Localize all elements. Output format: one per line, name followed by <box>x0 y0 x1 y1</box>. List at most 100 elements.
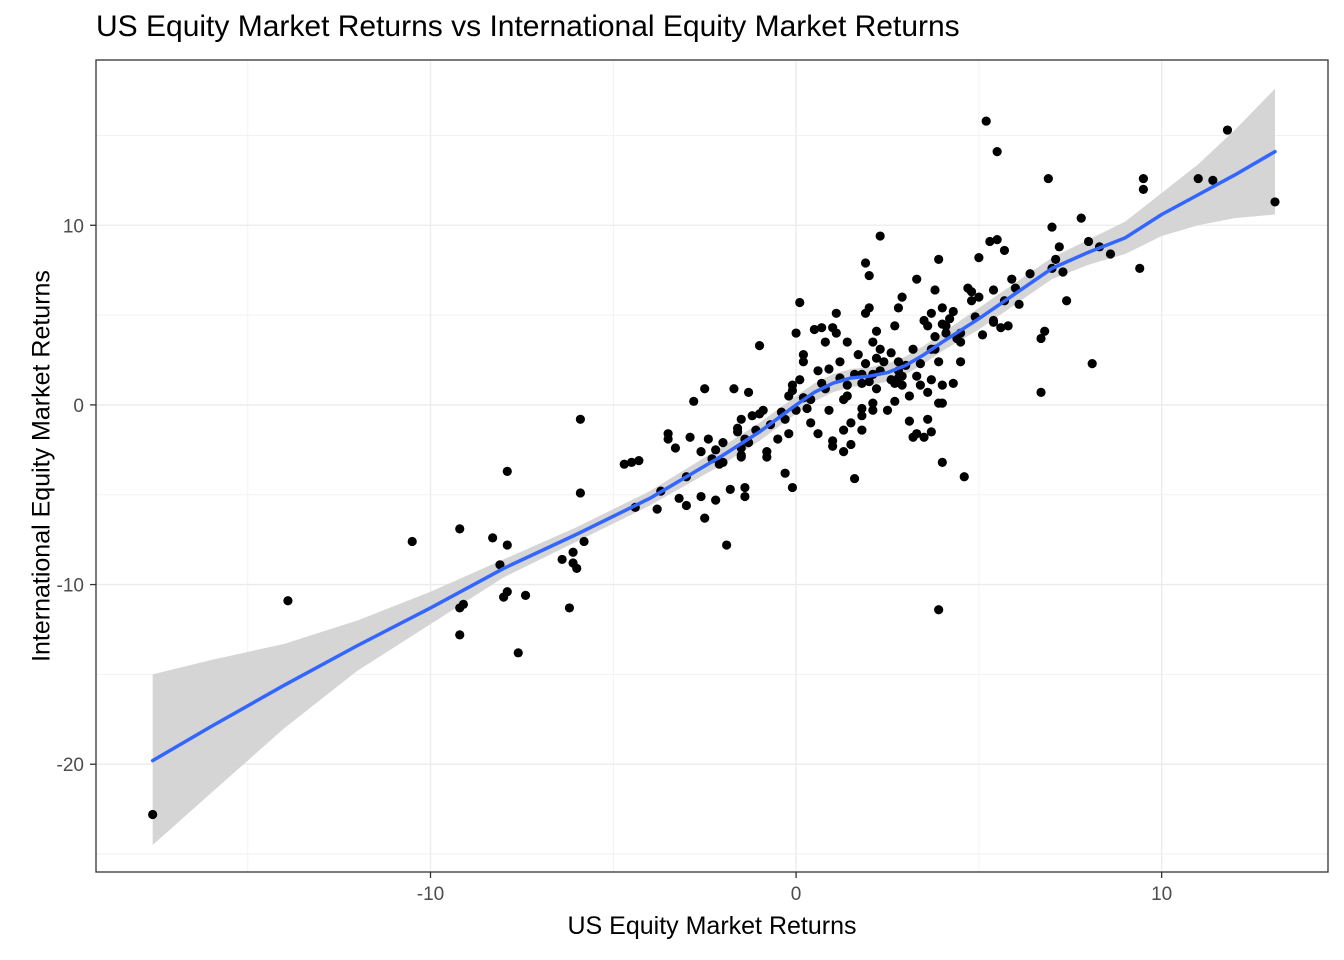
data-point <box>762 447 772 457</box>
data-point <box>1007 274 1017 284</box>
data-point <box>802 403 812 414</box>
data-point <box>711 495 721 505</box>
data-point <box>999 245 1010 256</box>
data-point <box>842 337 852 347</box>
data-point <box>828 441 838 451</box>
data-point <box>495 560 505 570</box>
data-point <box>955 357 966 367</box>
data-point <box>696 491 706 502</box>
x-tick-label: -10 <box>417 884 444 905</box>
data-point <box>945 314 955 324</box>
data-point <box>784 429 794 439</box>
data-point <box>897 292 907 302</box>
data-point <box>955 337 966 347</box>
data-point <box>787 385 798 396</box>
data-point <box>729 384 739 394</box>
data-point <box>846 418 856 428</box>
data-point <box>988 285 999 295</box>
data-point <box>1222 125 1233 135</box>
data-point <box>575 414 585 424</box>
data-point <box>1051 254 1061 265</box>
data-point <box>685 432 695 442</box>
data-point <box>722 540 732 550</box>
data-point <box>502 466 512 476</box>
data-point <box>1193 173 1203 184</box>
x-tick-label: 0 <box>791 884 802 905</box>
data-point <box>831 328 841 338</box>
data-point <box>711 445 721 455</box>
data-point <box>579 536 589 547</box>
data-point <box>966 287 977 297</box>
data-point <box>736 452 746 462</box>
data-point <box>985 236 995 247</box>
data-point <box>904 416 915 426</box>
data-point <box>886 348 896 358</box>
data-point <box>813 366 823 376</box>
data-point <box>948 378 958 388</box>
data-point <box>974 292 984 302</box>
data-point <box>908 344 918 354</box>
data-point <box>890 321 900 331</box>
data-point <box>809 324 819 335</box>
data-point <box>787 482 798 493</box>
data-point <box>992 235 1002 245</box>
data-point <box>407 536 417 547</box>
data-point <box>868 337 878 347</box>
data-point <box>893 357 904 367</box>
data-point <box>798 350 808 360</box>
panel-frame <box>95 59 1329 873</box>
data-point <box>992 147 1002 157</box>
data-point <box>1062 296 1072 306</box>
data-point <box>283 596 293 606</box>
data-point <box>696 447 706 457</box>
data-point <box>743 387 754 397</box>
data-point <box>923 414 933 424</box>
data-point <box>718 438 728 448</box>
data-point <box>864 303 874 313</box>
data-point <box>934 357 944 367</box>
data-point <box>839 425 849 435</box>
data-point <box>915 380 925 390</box>
data-point <box>871 384 882 394</box>
data-point <box>502 540 512 550</box>
data-point <box>857 403 867 414</box>
data-point <box>795 297 805 308</box>
data-point <box>868 398 878 408</box>
data-point <box>824 405 834 415</box>
data-point <box>700 513 710 523</box>
data-point <box>937 457 947 468</box>
axis-ticks: -10 0 10 -20 -10 0 10 <box>57 216 1173 905</box>
data-point <box>831 308 841 318</box>
x-tick-label: 10 <box>1151 884 1172 905</box>
data-point <box>736 414 746 424</box>
data-point <box>842 391 852 401</box>
data-point <box>1105 249 1116 259</box>
y-tick-label: -20 <box>57 755 84 776</box>
data-point <box>634 456 644 466</box>
data-point <box>937 398 947 408</box>
data-point <box>930 332 940 342</box>
data-point <box>520 590 531 600</box>
data-point <box>977 330 988 340</box>
data-point <box>758 405 768 415</box>
data-point <box>488 533 498 543</box>
data-point <box>557 554 567 565</box>
data-point <box>835 357 845 367</box>
data-point <box>1208 175 1218 185</box>
data-point <box>568 547 578 557</box>
data-point <box>1087 359 1097 369</box>
data-point <box>626 457 637 468</box>
data-point <box>747 411 757 421</box>
y-tick-label: 10 <box>63 216 84 237</box>
data-point <box>1270 197 1280 207</box>
confidence-ribbon <box>152 88 1275 846</box>
data-point <box>455 524 465 534</box>
data-point <box>564 603 575 613</box>
data-point <box>857 378 867 388</box>
y-tick-label: -10 <box>57 576 84 597</box>
panel-border <box>95 59 1329 873</box>
data-point <box>897 380 907 390</box>
data-point <box>820 337 830 347</box>
data-point <box>937 380 947 390</box>
data-point <box>890 396 900 406</box>
